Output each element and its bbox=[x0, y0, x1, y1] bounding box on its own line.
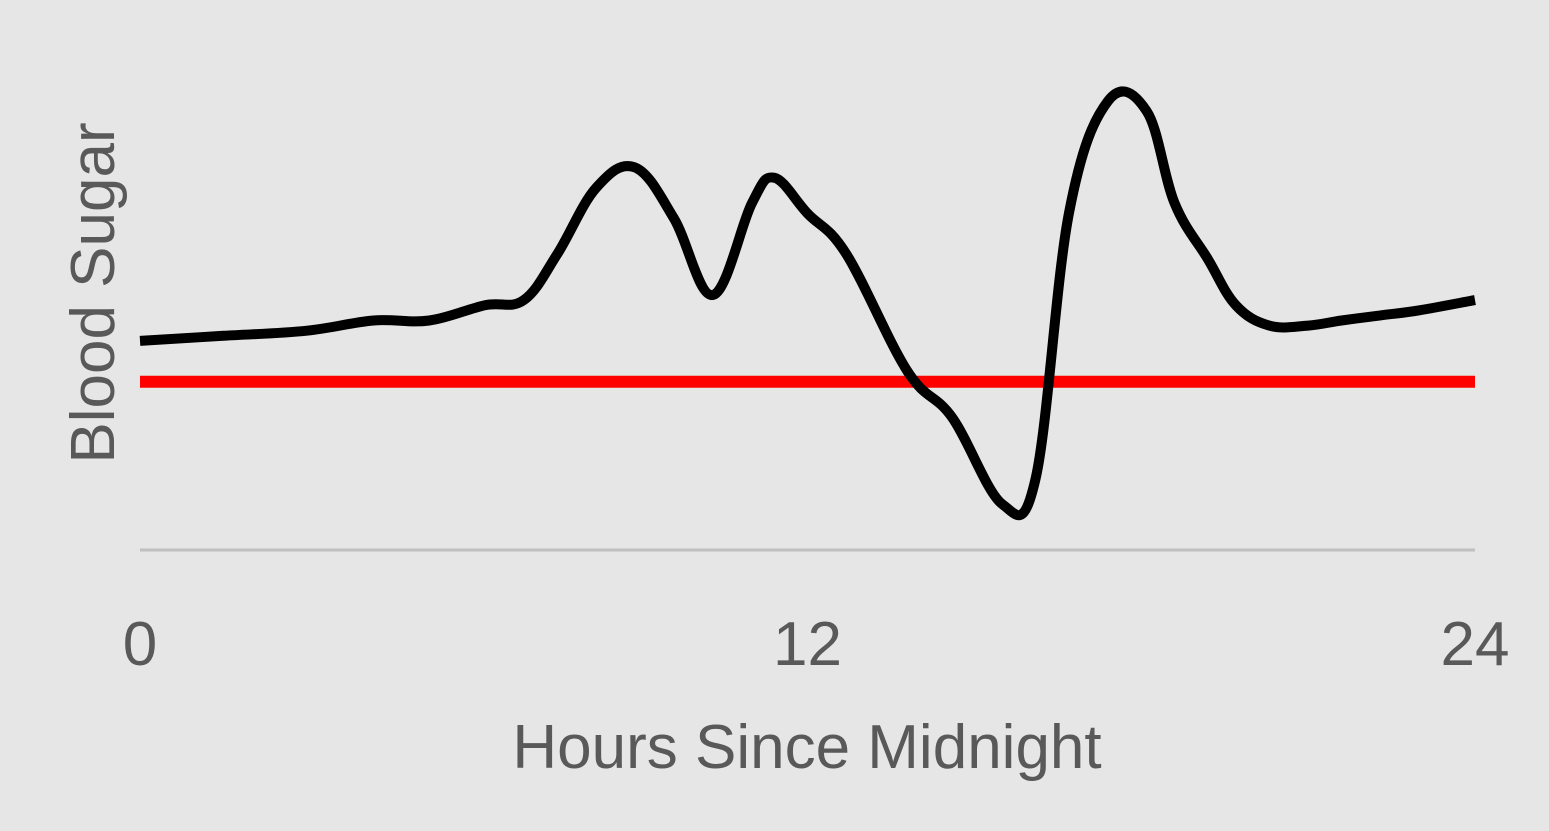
x-tick-label: 0 bbox=[123, 610, 157, 679]
blood-sugar-line bbox=[139, 86, 1476, 521]
x-tick-label: 24 bbox=[1441, 610, 1510, 679]
x-tick-labels: 0 12 24 bbox=[123, 610, 1510, 679]
y-axis-title: Blood Sugar bbox=[59, 122, 128, 463]
series-layer bbox=[139, 86, 1476, 521]
x-tick-label: 12 bbox=[773, 610, 842, 679]
x-axis-title: Hours Since Midnight bbox=[512, 713, 1101, 782]
